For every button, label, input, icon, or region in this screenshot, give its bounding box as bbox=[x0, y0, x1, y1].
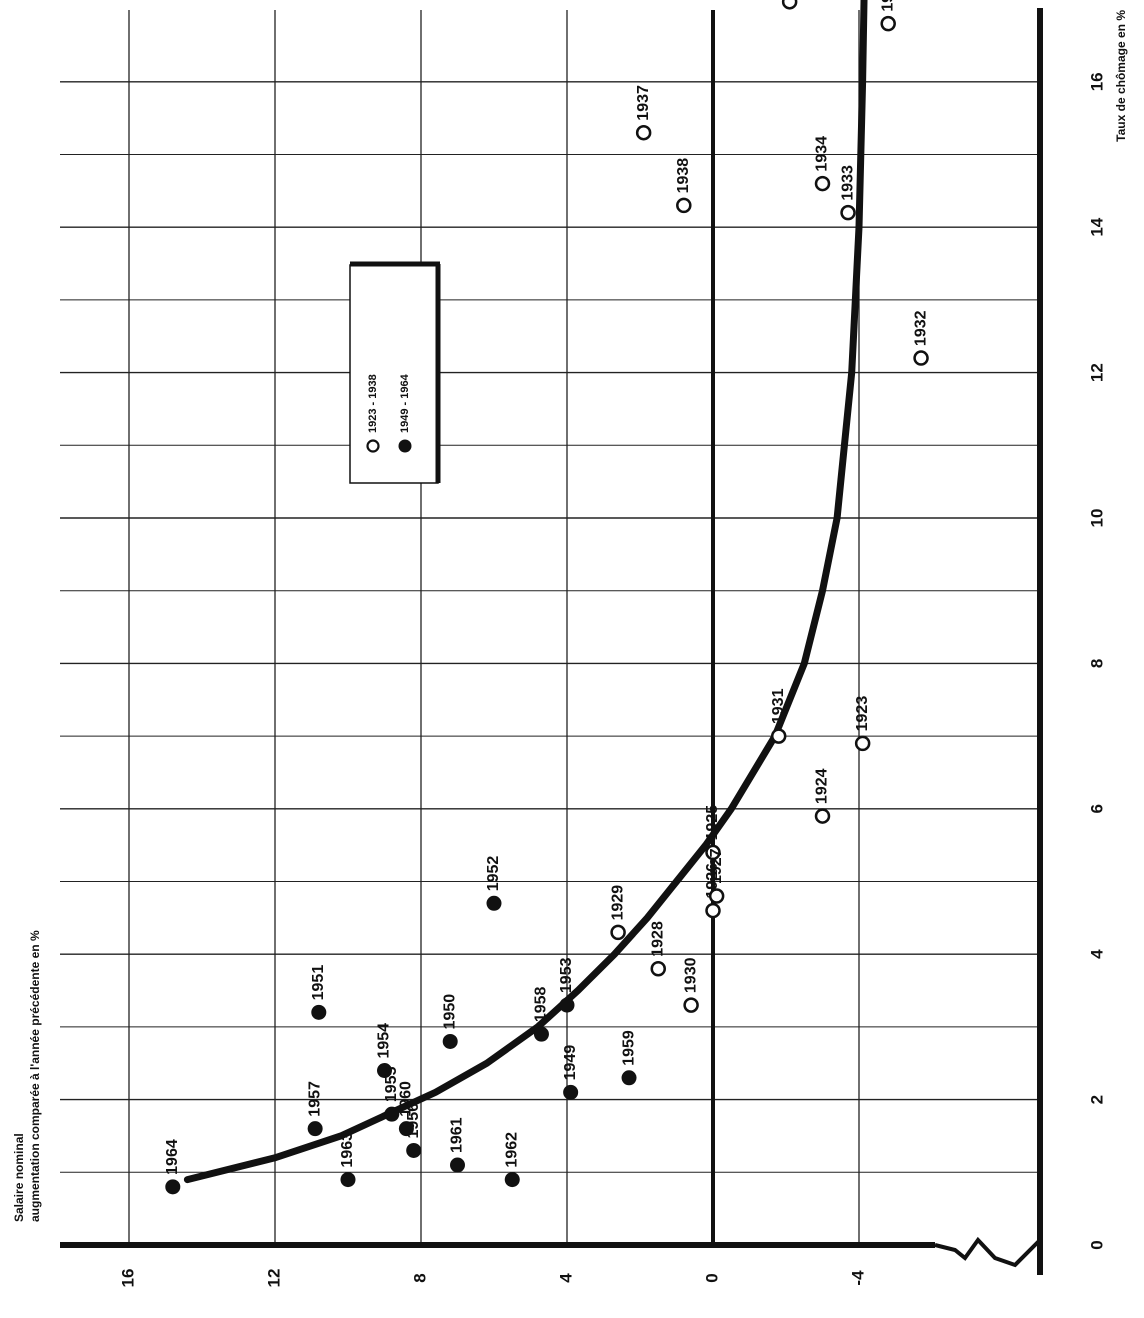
open-point bbox=[814, 175, 831, 192]
x-tick-label: 2 bbox=[1087, 1095, 1106, 1104]
y-tick-label: 0 bbox=[702, 1273, 721, 1282]
open-point bbox=[610, 924, 626, 941]
x-tick-label: 14 bbox=[1087, 217, 1106, 236]
filled-point bbox=[559, 997, 575, 1013]
point-label: 1932 bbox=[912, 310, 929, 346]
filled-point bbox=[533, 1026, 549, 1042]
filled-point bbox=[307, 1121, 323, 1137]
filled-point bbox=[450, 1157, 465, 1173]
point-label: 1957 bbox=[306, 1081, 323, 1117]
legend-open-marker bbox=[366, 439, 380, 453]
x-tick-label: 0 bbox=[1087, 1240, 1106, 1249]
point-label: 1964 bbox=[164, 1139, 181, 1175]
filled-point bbox=[563, 1084, 579, 1100]
open-point bbox=[676, 197, 692, 214]
x-tick-label: 6 bbox=[1087, 804, 1106, 813]
point-label: 1934 bbox=[814, 136, 831, 172]
open-point bbox=[650, 960, 666, 977]
point-label: 1949 bbox=[562, 1045, 579, 1081]
x-tick-label: 12 bbox=[1087, 363, 1106, 382]
open-point bbox=[705, 844, 721, 861]
open-point bbox=[840, 204, 856, 221]
point-label: 1958 bbox=[533, 986, 550, 1022]
open-point bbox=[854, 735, 871, 752]
point-label: 1925 bbox=[704, 805, 721, 841]
filled-point bbox=[406, 1142, 422, 1158]
filled-point bbox=[384, 1106, 400, 1122]
point-label: 1962 bbox=[503, 1132, 520, 1168]
y-tick-label: 4 bbox=[556, 1273, 575, 1283]
open-point bbox=[880, 15, 896, 32]
filled-point bbox=[377, 1063, 392, 1079]
axis-break bbox=[934, 1236, 1042, 1268]
point-label: 1937 bbox=[635, 85, 652, 121]
open-point bbox=[635, 124, 652, 141]
point-label: 1955 bbox=[383, 1066, 400, 1102]
point-label: 1933 bbox=[839, 165, 856, 201]
chart-subtitle: augmentation comparée à l'année précéden… bbox=[28, 930, 42, 1222]
open-point bbox=[705, 902, 721, 919]
point-label: 1924 bbox=[814, 768, 831, 804]
legend-filled-marker bbox=[398, 439, 412, 453]
y-tick-label: 12 bbox=[264, 1269, 283, 1288]
point-label: 1931 bbox=[770, 688, 787, 724]
point-label: 1953 bbox=[558, 957, 575, 993]
filled-point bbox=[311, 1004, 327, 1020]
point-label: 1951 bbox=[310, 965, 327, 1001]
y-tick-label: 16 bbox=[118, 1269, 137, 1288]
point-label: 1923 bbox=[854, 696, 871, 732]
point-label: 1929 bbox=[609, 885, 626, 921]
legend-label: 1949 - 1964 bbox=[399, 373, 411, 433]
filled-point bbox=[621, 1070, 637, 1086]
x-tick-label: 4 bbox=[1087, 949, 1106, 959]
point-label: 1963 bbox=[339, 1132, 356, 1168]
legend: 1923 - 1938 1949 - 1964 bbox=[349, 261, 441, 484]
filled-point bbox=[165, 1179, 181, 1195]
fitted-curve bbox=[183, 0, 868, 1184]
filled-point bbox=[504, 1172, 520, 1188]
point-label: 1959 bbox=[620, 1030, 637, 1066]
open-point bbox=[683, 997, 699, 1013]
open-point bbox=[913, 350, 929, 366]
chart-title: Salaire nominal bbox=[12, 1133, 26, 1222]
point-label: 1954 bbox=[376, 1023, 393, 1059]
x-tick-label: 10 bbox=[1087, 509, 1106, 528]
y-tick-label: 8 bbox=[410, 1273, 429, 1282]
point-label: 1950 bbox=[441, 994, 458, 1030]
point-label: 1952 bbox=[485, 856, 502, 892]
filled-point bbox=[442, 1033, 458, 1049]
legend-box bbox=[349, 264, 439, 484]
point-label: 1961 bbox=[449, 1117, 466, 1153]
x-tick-label: 16 bbox=[1087, 72, 1106, 91]
point-label: 1930 bbox=[682, 957, 699, 993]
open-point bbox=[814, 808, 831, 824]
plot-area: 0 2 4 6 8 10 12 14 16 -4 0 4 8 12 16 Salaire nominal aug… bbox=[12, 0, 1128, 1287]
open-point bbox=[781, 0, 798, 10]
open-point bbox=[708, 888, 725, 904]
point-label: 1927 bbox=[708, 848, 725, 884]
point-label: 1928 bbox=[649, 921, 666, 957]
filled-point bbox=[398, 1121, 414, 1137]
point-label: 1935 bbox=[879, 0, 896, 12]
point-label: 1938 bbox=[675, 158, 692, 194]
point-label: 1960 bbox=[398, 1081, 415, 1117]
open-point bbox=[770, 728, 787, 744]
legend-label: 1923 - 1938 bbox=[367, 374, 379, 433]
filled-point bbox=[340, 1172, 356, 1188]
y-tick-label: -4 bbox=[848, 1270, 867, 1286]
x-tick-label: 8 bbox=[1087, 659, 1106, 668]
filled-point bbox=[486, 895, 502, 911]
x-axis-label: Taux de chômage en % bbox=[1114, 10, 1128, 142]
